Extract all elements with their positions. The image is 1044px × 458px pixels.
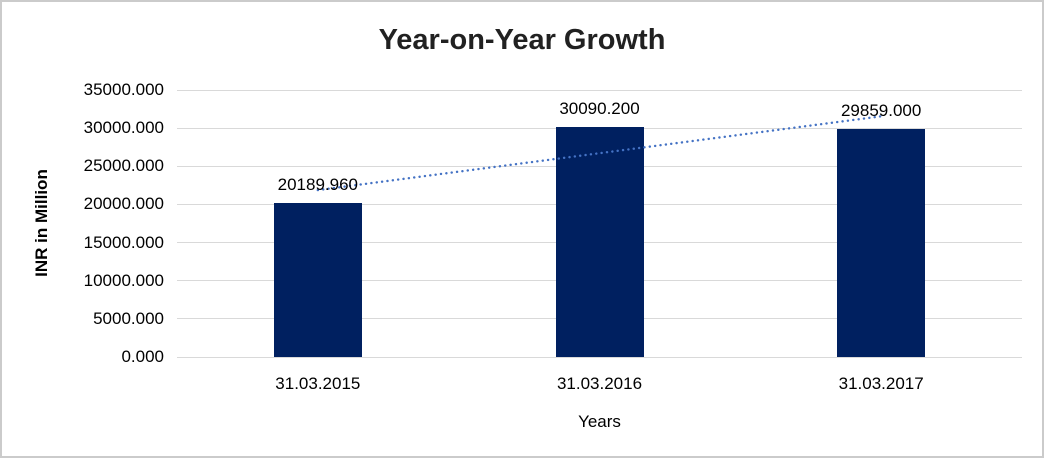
y-tick-label: 35000.000 [83,80,164,99]
x-tick-label: 31.03.2015 [275,374,361,393]
bar [555,127,644,357]
bar [837,129,926,357]
bar-value-label: 30090.200 [559,99,640,119]
x-tick-label: 31.03.2017 [838,374,924,393]
bar [273,202,362,357]
gridline [177,89,1022,91]
y-tick-label: 15000.000 [83,232,164,252]
plot-area [177,89,1022,358]
bar-value-label: 29859.000 [840,101,922,121]
y-tick-label: 30000.000 [83,118,164,138]
y-tick-label: 20000.000 [83,194,164,214]
y-tick-label: 25000.000 [83,156,164,176]
x-tick-label: 31.03.2016 [556,374,643,393]
y-tick-label: 5000.000 [93,308,164,328]
x-axis-title: Years [578,412,621,431]
gridline [177,356,1022,358]
y-axis-title: INR in Million [32,169,51,277]
y-tick-label: 0.000 [121,347,164,366]
bar-value-label: 20189.960 [277,174,359,194]
y-tick-label: 10000.000 [83,270,164,290]
chart-title: Year-on-Year Growth [378,24,666,56]
